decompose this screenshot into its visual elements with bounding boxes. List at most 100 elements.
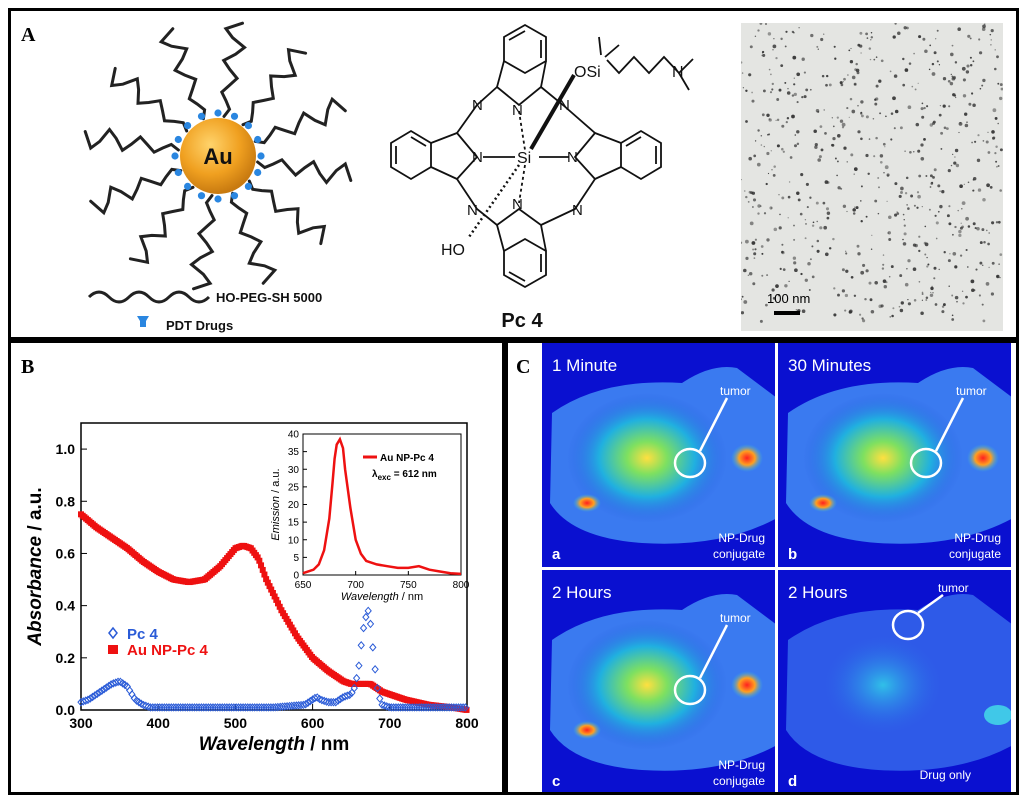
tem-particle xyxy=(995,221,999,224)
tem-particle xyxy=(823,225,828,230)
tem-particle xyxy=(923,106,926,110)
tem-particle xyxy=(926,265,929,268)
tem-particle xyxy=(775,119,777,122)
tem-particle xyxy=(988,232,991,234)
tem-particle xyxy=(951,75,954,78)
tem-particle xyxy=(745,239,749,244)
tem-particle xyxy=(977,188,982,192)
tem-particle xyxy=(859,44,863,48)
tem-particle xyxy=(841,268,845,272)
tem-particle xyxy=(855,62,858,66)
legend-pc4-marker xyxy=(108,626,118,640)
pc4-point xyxy=(84,695,92,705)
hot-spot xyxy=(731,671,763,699)
peg-chain xyxy=(128,185,195,265)
tem-particle xyxy=(804,278,808,282)
tem-particle xyxy=(745,256,749,260)
tem-particle xyxy=(754,35,757,38)
tem-particle xyxy=(999,83,1003,87)
tem-particle xyxy=(811,224,815,227)
drug-dot xyxy=(214,109,222,117)
tem-particle xyxy=(879,160,883,164)
tem-particle xyxy=(832,237,835,241)
tem-particle xyxy=(751,99,755,103)
tem-particle xyxy=(899,126,903,130)
tem-particle xyxy=(840,187,843,190)
tem-particle xyxy=(992,108,997,113)
tem-particle xyxy=(796,101,799,104)
y-tick-label: 0.0 xyxy=(56,702,76,718)
tem-particle xyxy=(941,310,945,314)
tem-particle xyxy=(959,254,963,257)
tem-particle xyxy=(929,293,934,298)
panel-c: C tumor 1 Minute a NP-Drug conjugate tumor 30 … xyxy=(505,340,1019,795)
tem-particle xyxy=(913,52,915,55)
tem-particle xyxy=(793,238,796,241)
inset-x-axis-label: Wavelength / nm xyxy=(341,591,423,603)
tem-particle xyxy=(999,148,1003,152)
tem-particle xyxy=(916,191,920,194)
au-np-pc4-point xyxy=(256,557,263,564)
tem-particle xyxy=(857,104,859,107)
tem-particle xyxy=(753,154,757,158)
tem-particle xyxy=(855,206,859,210)
tem-particle xyxy=(933,266,937,270)
absorbance-chart: 300 400 500 600 700 8000.00.20.40.60.81.0Wave… xyxy=(25,422,479,755)
tem-particle xyxy=(748,156,752,161)
tem-particle xyxy=(875,84,879,88)
tem-particle xyxy=(981,228,985,232)
tem-particle xyxy=(972,178,975,181)
tem-particle xyxy=(952,233,954,236)
tem-particle xyxy=(955,96,957,99)
peg-chain xyxy=(219,21,247,118)
tem-particle xyxy=(907,259,911,263)
tem-particle xyxy=(918,174,922,178)
tem-particle xyxy=(927,263,930,266)
tem-particle xyxy=(854,206,856,208)
tem-particle xyxy=(870,39,872,41)
tem-particle xyxy=(836,174,838,177)
tem-particle xyxy=(943,251,946,254)
tem-particle xyxy=(947,259,951,263)
tem-particle xyxy=(896,211,898,213)
tem-particle xyxy=(921,293,924,295)
tem-particle xyxy=(806,206,809,209)
tem-particle xyxy=(961,208,963,210)
tem-particle xyxy=(937,210,940,213)
tem-particle xyxy=(906,26,909,30)
tem-particle xyxy=(750,191,754,195)
tem-particle xyxy=(772,296,776,300)
image-caption-2: conjugate xyxy=(949,547,1001,561)
drug-dot xyxy=(230,112,239,120)
tem-particle xyxy=(841,126,845,129)
tem-particle xyxy=(885,281,888,284)
x-tick-label: 500 xyxy=(224,715,248,731)
pc4-structure: OSi N Si HO N N N N N N N N Pc 4 xyxy=(390,23,694,332)
tem-particle xyxy=(796,142,800,146)
tem-scalebar-line xyxy=(774,311,800,315)
tem-particle xyxy=(780,64,784,67)
series-pc4 xyxy=(77,606,470,712)
tem-particle xyxy=(908,62,912,65)
au-np-pc4-point xyxy=(266,583,273,590)
tem-particle xyxy=(965,295,968,299)
tem-particle xyxy=(938,268,940,271)
tem-particle xyxy=(906,204,908,206)
tem-particle xyxy=(804,218,807,221)
pc4-point xyxy=(364,606,372,616)
tumor-label: tumor xyxy=(720,611,751,625)
tem-particle xyxy=(867,172,870,176)
tem-particle xyxy=(860,200,862,202)
y-tick-label: 0.2 xyxy=(56,650,76,666)
tem-particle xyxy=(776,118,780,122)
tem-particle xyxy=(894,213,898,217)
tem-particle xyxy=(918,280,921,283)
tem-particle xyxy=(793,92,797,97)
au-np-pc4-point xyxy=(258,562,265,569)
legend-au-np-pc4-marker xyxy=(108,645,118,654)
tem-particle xyxy=(821,74,825,78)
tem-particle xyxy=(770,150,772,152)
tem-particle xyxy=(793,261,797,265)
tem-particle xyxy=(842,81,844,83)
tem-particle xyxy=(965,70,970,74)
